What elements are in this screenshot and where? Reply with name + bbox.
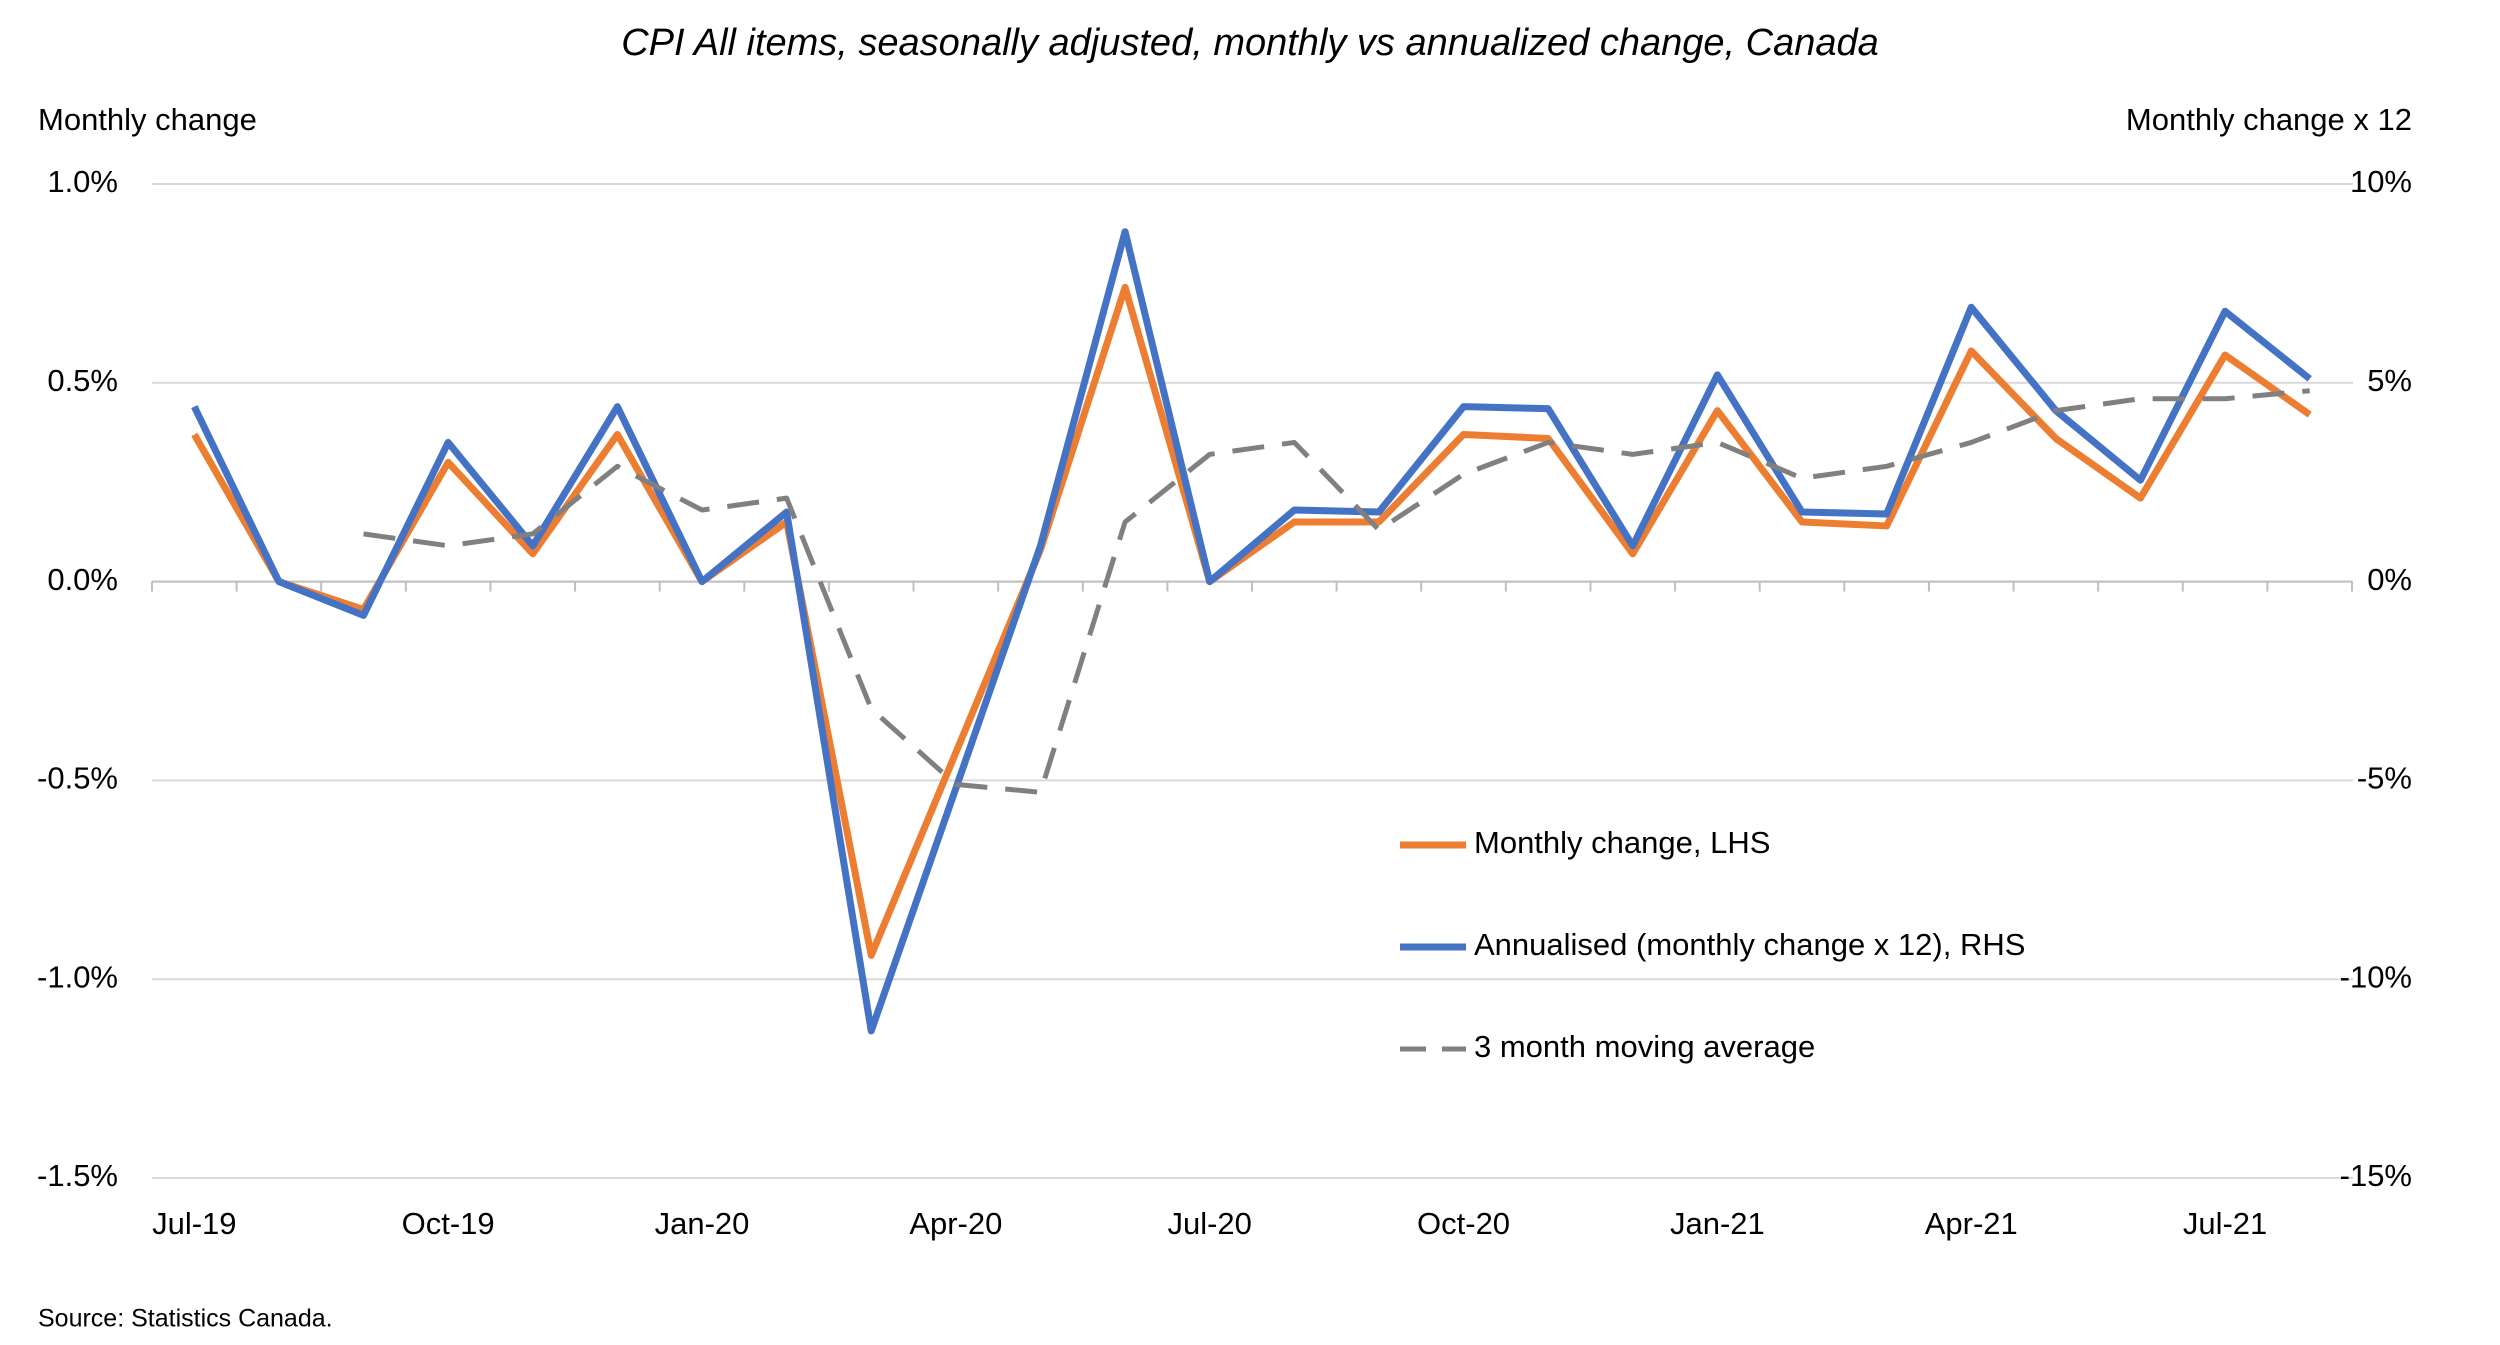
legend-label: Annualised (monthly change x 12), RHS [1474,927,2025,962]
x-tick-label: Jul-21 [2183,1206,2267,1241]
y2-tick-label: 5% [2367,363,2412,398]
y-axis-title: Monthly change [38,102,257,137]
x-tick-label: Apr-21 [1925,1206,2018,1241]
y2-tick-label: -15% [2340,1158,2412,1193]
y2-tick-label: 10% [2350,164,2412,199]
y-tick-label: 0.0% [47,562,118,597]
y-tick-label: -1.5% [37,1158,118,1193]
legend-label: Monthly change, LHS [1474,825,1770,860]
x-tick-label: Jul-19 [152,1206,236,1241]
y-tick-label: -1.0% [37,959,118,994]
y2-axis-title: Monthly change x 12 [2126,102,2412,137]
x-tick-label: Jan-20 [655,1206,750,1241]
y2-tick-label: 0% [2367,562,2412,597]
y2-tick-label: -10% [2340,959,2412,994]
x-tick-label: Oct-19 [402,1206,495,1241]
legend-label: 3 month moving average [1474,1029,1815,1064]
x-tick-label: Apr-20 [909,1206,1002,1241]
y-tick-label: 0.5% [47,363,118,398]
series-line [191,228,2312,1035]
y-tick-label: 1.0% [47,164,118,199]
x-tick-label: Oct-20 [1417,1206,1510,1241]
source: Source: Statistics Canada. [38,1305,333,1333]
x-tick-label: Jan-21 [1670,1206,1765,1241]
series-line [363,388,2310,795]
series-line [191,283,2312,959]
x-tick-label: Jul-20 [1167,1206,1251,1241]
y2-tick-label: -5% [2357,761,2412,796]
y-tick-label: -0.5% [37,761,118,796]
chart-title: CPI All items, seasonally adjusted, mont… [621,22,1879,64]
